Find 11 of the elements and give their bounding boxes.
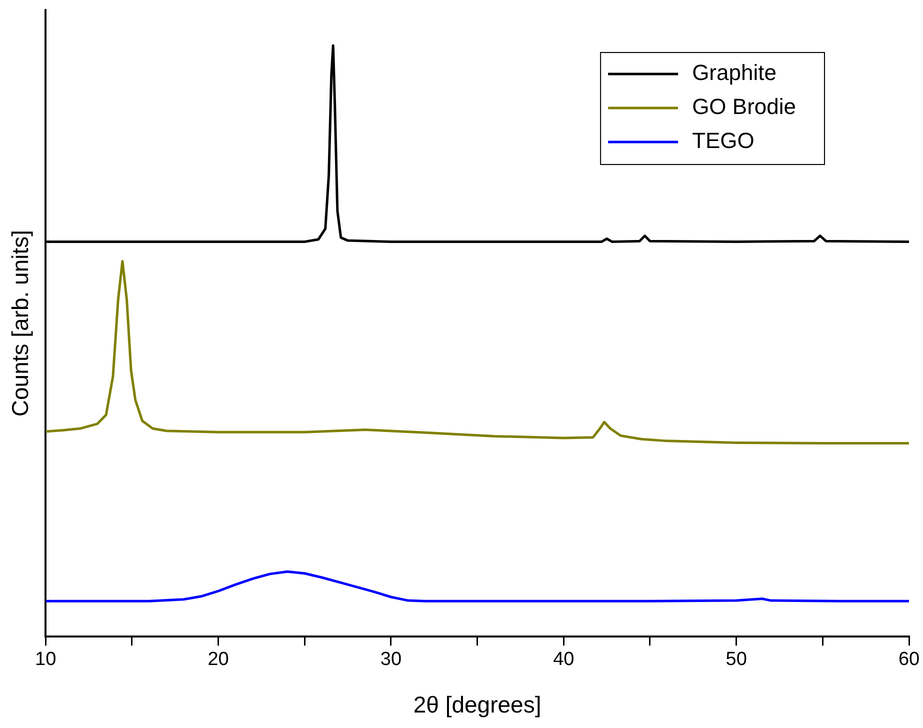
legend-label: TEGO (692, 128, 754, 154)
legend-label: Graphite (692, 60, 776, 86)
x-axis-title: 2θ [degrees] (413, 692, 542, 718)
x-tick-label: 50 (726, 649, 747, 670)
x-tick-label: 60 (898, 649, 920, 670)
y-axis-title: Counts [arb. units] (7, 230, 34, 417)
legend-label: GO Brodie (692, 94, 796, 120)
x-tick-label: 30 (380, 649, 402, 670)
x-tick-label: 40 (553, 649, 574, 670)
x-tick-label: 20 (208, 649, 229, 670)
x-tick-label: 10 (35, 649, 56, 670)
